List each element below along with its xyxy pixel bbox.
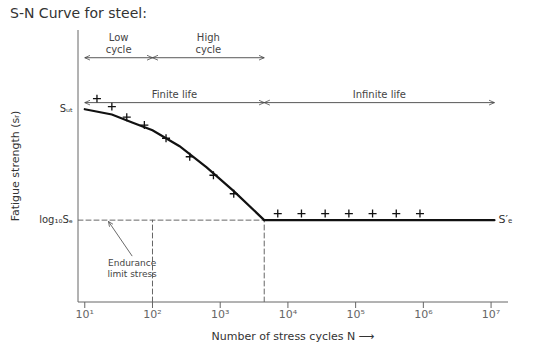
- svg-text:10¹: 10¹: [76, 308, 94, 321]
- svg-text:10⁵: 10⁵: [346, 308, 364, 321]
- svg-text:log₁₀Sₑ: log₁₀Sₑ: [39, 214, 73, 225]
- svg-text:10⁶: 10⁶: [414, 308, 433, 321]
- svg-text:Sᵤₜ: Sᵤₜ: [60, 103, 73, 114]
- svg-text:10²: 10²: [143, 308, 161, 321]
- svg-text:Number of stress cycles N ⟶: Number of stress cycles N ⟶: [212, 330, 375, 343]
- svg-text:Highcycle: Highcycle: [195, 32, 221, 55]
- svg-text:S-N Curve for steel:: S-N Curve for steel:: [10, 5, 147, 21]
- svg-text:10³: 10³: [211, 308, 229, 321]
- svg-text:Infinite life: Infinite life: [353, 89, 406, 100]
- svg-text:10⁷: 10⁷: [482, 308, 500, 321]
- svg-text:S′ₑ: S′ₑ: [498, 213, 512, 226]
- svg-text:Lowcycle: Lowcycle: [106, 32, 132, 55]
- svg-text:Fatigue strength (sᵣ): Fatigue strength (sᵣ): [9, 111, 22, 222]
- svg-text:Finite life: Finite life: [152, 89, 197, 100]
- svg-text:10⁴: 10⁴: [279, 308, 298, 321]
- svg-text:Endurancelimit stress: Endurancelimit stress: [108, 258, 158, 279]
